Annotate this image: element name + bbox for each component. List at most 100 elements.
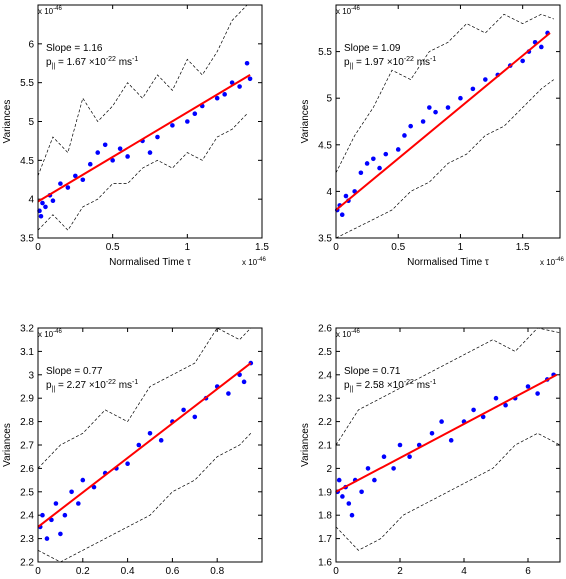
y-tick-label: 5.5	[20, 78, 34, 89]
y-tick-label: 2.5	[20, 487, 34, 498]
y-tick-label: 2.2	[20, 558, 34, 569]
p-label-part: ||	[52, 63, 56, 70]
annotation: Slope = 0.71	[344, 366, 401, 377]
y-exponent-base: x 10	[336, 7, 352, 16]
y-tick-label: 2.4	[20, 511, 34, 522]
plot-frame	[37, 4, 263, 239]
x-tick-label: 6	[525, 566, 531, 577]
data-point	[371, 156, 376, 162]
bound-line	[335, 327, 561, 446]
bound-line	[37, 113, 248, 231]
y-tick-label: 3.5	[20, 234, 34, 245]
data-point	[50, 198, 56, 204]
y-exponent: x 10-46	[336, 329, 360, 339]
y-axis-label: Variances	[300, 423, 311, 467]
y-tick-label: 2.5	[318, 347, 332, 358]
bound-line	[37, 327, 252, 469]
p-label-part: ms	[414, 57, 430, 68]
data-point	[40, 200, 45, 206]
data-point	[192, 111, 198, 117]
x-exponent-power: -46	[257, 257, 266, 263]
x-axis-label: Normalised Time τ	[407, 257, 489, 268]
plot-frame	[335, 4, 561, 239]
x-tick-label: 0.2	[76, 566, 90, 577]
data-point	[539, 44, 544, 50]
data-point	[40, 512, 45, 518]
x-tick-label: 1	[185, 242, 191, 253]
data-point	[471, 407, 476, 413]
y-exponent: x 10-46	[38, 329, 62, 339]
x-tick-label: 0.6	[165, 566, 179, 577]
y-tick-label: 6	[28, 39, 34, 50]
y-tick-label: 4.5	[318, 140, 332, 151]
data-point	[214, 95, 220, 101]
bound-line	[37, 433, 252, 563]
y-exponent: x 10-46	[336, 6, 360, 16]
y-tick-label: 3.1	[20, 347, 34, 358]
y-tick-label: 1.8	[318, 511, 332, 522]
p-label-part: p	[344, 57, 350, 68]
y-tick-label: 2.1	[318, 441, 332, 452]
data-point	[110, 158, 115, 163]
y-exponent-power: -46	[53, 329, 62, 335]
y-tick-label: 4	[326, 187, 332, 198]
data-point	[155, 134, 160, 140]
data-point	[102, 142, 108, 148]
x-exponent-power: -46	[555, 257, 564, 263]
plot-area	[38, 328, 262, 562]
data-point	[49, 517, 54, 523]
data-point	[125, 154, 130, 159]
x-tick-label: 0.4	[121, 566, 135, 577]
y-tick-label: 2	[326, 464, 332, 475]
data-point	[433, 109, 438, 115]
data-point	[222, 92, 227, 97]
data-point	[38, 213, 44, 219]
data-point	[470, 86, 476, 92]
plot-frame	[335, 327, 561, 563]
data-point	[483, 77, 488, 82]
p-label-part: ||	[350, 386, 354, 393]
data-point	[383, 151, 389, 157]
data-point	[408, 123, 413, 129]
p-label: p|| = 2.58 ×10-22 ms-1	[344, 379, 436, 393]
y-tick-label: 1.6	[318, 558, 332, 569]
y-tick-label: 2.4	[318, 370, 332, 381]
p-label-part: -1	[430, 379, 436, 386]
data-point	[44, 536, 50, 541]
data-point	[520, 58, 525, 64]
data-point	[147, 431, 153, 436]
data-point	[395, 147, 401, 152]
fit-line	[335, 373, 558, 493]
y-tick-label: 2.8	[20, 417, 34, 428]
data-point	[448, 438, 454, 443]
data-point	[427, 105, 432, 110]
data-point	[535, 391, 540, 396]
p-label: p|| = 2.27 ×10-22 ms-1	[46, 379, 138, 393]
fit-line	[37, 74, 251, 203]
data-point	[381, 454, 387, 460]
bound-line	[335, 79, 555, 239]
x-tick-label: 0.8	[210, 566, 224, 577]
data-point	[125, 461, 130, 467]
x-tick-label: 0.5	[106, 242, 120, 253]
x-exponent-base: x 10	[540, 258, 556, 267]
data-point	[43, 204, 48, 210]
y-tick-label: 2.3	[20, 534, 34, 545]
data-point	[53, 501, 59, 506]
data-point	[339, 212, 345, 217]
data-point	[185, 119, 190, 124]
p-label-part: p	[344, 380, 350, 391]
y-exponent-base: x 10	[38, 7, 54, 16]
data-point	[58, 181, 63, 186]
y-tick-label: 3.2	[20, 324, 34, 335]
y-tick-label: 3.5	[318, 234, 332, 245]
y-tick-label: 4	[28, 195, 34, 206]
p-label-part: -1	[132, 379, 138, 386]
p-label-part: = 1.67 ×10	[55, 57, 106, 68]
annotation: Slope = 1.09	[344, 43, 401, 54]
y-tick-label: 5	[326, 94, 332, 105]
data-point	[402, 133, 407, 138]
x-tick-label: 0	[333, 242, 339, 253]
data-point	[391, 466, 396, 471]
